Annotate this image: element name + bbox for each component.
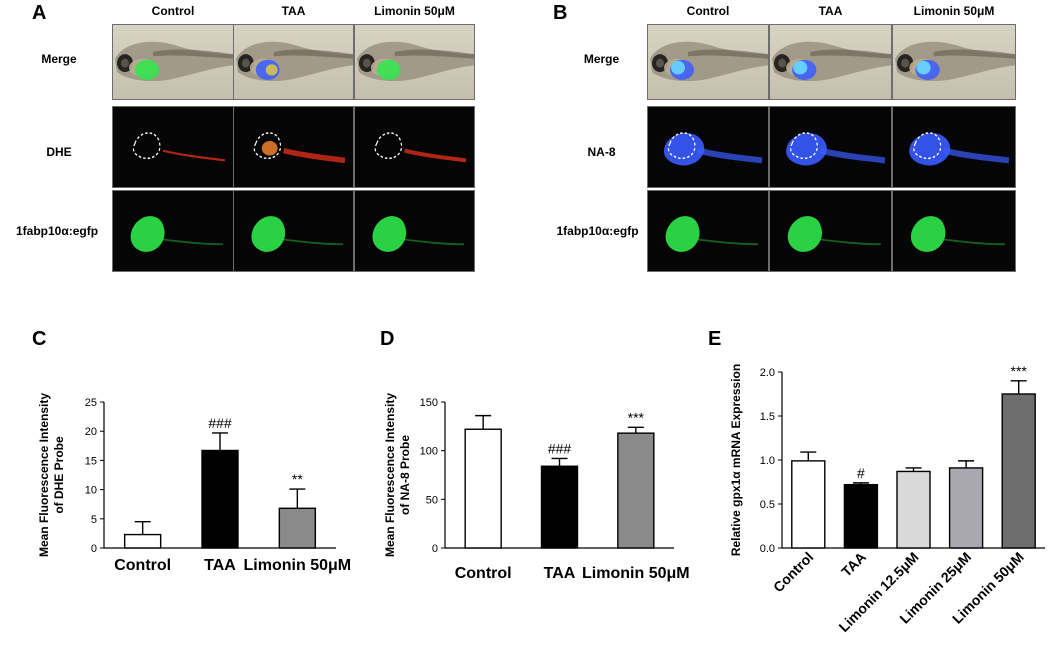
- panel-a-image-egfp-limonin: [354, 190, 475, 272]
- panel-b-row-na8: NA-8: [587, 145, 616, 159]
- panel-b-image-na8-taa: [769, 106, 892, 188]
- y-tick-label: 50: [426, 494, 438, 506]
- bar-limonin-50-m: [617, 432, 655, 549]
- significance-annotation: **: [292, 471, 303, 487]
- x-tick-label: Control: [114, 557, 171, 574]
- y-axis-label: of DHE Probe: [52, 436, 66, 514]
- y-axis-label: Mean Fluorescence Intensity: [37, 393, 51, 557]
- panel-label-a: A: [32, 2, 47, 24]
- panel-a-image-merge-limonin: [354, 24, 475, 100]
- y-tick-label: 0: [91, 543, 97, 555]
- panel-b-image-merge-taa: [769, 24, 892, 100]
- y-tick-label: 0: [432, 543, 438, 555]
- panel-b-image-na8-control: [647, 106, 769, 188]
- x-tick-label: Control: [770, 549, 817, 596]
- panel-b-column-taa: TAA: [818, 4, 843, 18]
- panel-a-image-egfp-taa: [233, 190, 354, 272]
- x-tick-label: TAA: [544, 565, 576, 582]
- panel-a-image-dhe-taa: [233, 106, 354, 188]
- y-tick-label: 2.0: [760, 367, 775, 379]
- y-tick-label: 15: [85, 455, 97, 467]
- panel-label-b: B: [553, 2, 568, 24]
- panel-b-image-na8-limonin: [892, 106, 1016, 188]
- y-axis-label: Relative gpx1α mRNA Expression: [729, 364, 743, 556]
- y-tick-label: 0.0: [760, 543, 775, 555]
- x-tick-label: TAA: [838, 549, 869, 580]
- panel-b-column-limonin: Limonin 50μM: [913, 4, 995, 18]
- panel-a-image-merge-taa: [233, 24, 354, 100]
- panel-a-row-egfp: 1fabp10α:egfp: [15, 224, 99, 238]
- y-axis-label: Mean Fluorescence Intensity: [383, 393, 397, 557]
- panel-a-image-egfp-control: [112, 190, 234, 272]
- y-tick-label: 1.0: [760, 455, 775, 467]
- panel-a-row-dhe: DHE: [46, 145, 72, 159]
- x-tick-label: Limonin 50μM: [582, 565, 690, 582]
- significance-annotation: #: [857, 465, 865, 481]
- panel-a-image-dhe-limonin: [354, 106, 475, 188]
- bar-control: [464, 428, 502, 549]
- panel-b-image-merge-limonin: [892, 24, 1016, 100]
- panel-label-d: D: [380, 328, 395, 350]
- bar-limonin-50-m: [1001, 393, 1036, 549]
- panel-b-image-egfp-limonin: [892, 190, 1016, 272]
- y-tick-label: 25: [85, 397, 97, 409]
- bar-taa: [201, 449, 239, 549]
- panel-a-image-dhe-control: [112, 106, 234, 188]
- bar-limonin-12-5-m: [896, 470, 931, 549]
- significance-annotation: ###: [548, 440, 572, 456]
- panel-a-column-control: Control: [151, 4, 195, 18]
- panel-b-column-control: Control: [686, 4, 730, 18]
- x-tick-label: Limonin 50μM: [244, 557, 352, 574]
- panel-a-column-taa: TAA: [281, 4, 306, 18]
- significance-annotation: ***: [628, 409, 645, 425]
- panel-label-e: E: [708, 328, 722, 350]
- panel-b-row-egfp: 1fabp10α:egfp: [556, 224, 639, 238]
- x-tick-label: TAA: [204, 557, 236, 574]
- panel-b-image-egfp-taa: [769, 190, 892, 272]
- y-tick-label: 100: [420, 446, 438, 458]
- y-tick-label: 0.5: [760, 499, 775, 511]
- bar-chart-c: 0 5 10 15 20 25 Mean Fluorescence Intensity of …: [37, 393, 351, 574]
- bar-chart-d: 0 50 100 150 Mean Fluorescence Intensity of N…: [383, 393, 690, 582]
- y-tick-label: 150: [420, 397, 438, 409]
- bar-taa: [540, 465, 579, 549]
- significance-annotation: ###: [208, 415, 232, 431]
- bar-limonin-50-m: [278, 507, 317, 549]
- panel-b-image-egfp-control: [647, 190, 769, 272]
- y-tick-label: 10: [85, 485, 97, 497]
- panel-b-row-merge: Merge: [583, 52, 620, 66]
- bar-control: [791, 460, 826, 549]
- y-tick-label: 20: [85, 426, 97, 438]
- y-tick-label: 5: [91, 514, 97, 526]
- y-tick-label: 1.5: [760, 411, 775, 423]
- panel-a-row-merge: Merge: [41, 52, 77, 66]
- significance-annotation: ***: [1011, 363, 1028, 379]
- bar-control: [123, 533, 162, 549]
- panel-a-column-limonin: Limonin 50μM: [374, 4, 455, 18]
- bar-limonin-25-m: [948, 467, 984, 549]
- y-axis-label: of NA-8 Probe: [398, 435, 412, 515]
- panel-b-image-merge-control: [647, 24, 769, 100]
- bar-chart-e: 0.0 0.5 1.0 1.5 2.0 Relative gpx1α mRNA Expre…: [729, 363, 1045, 635]
- bar-taa: [843, 483, 879, 549]
- x-tick-label: Control: [455, 565, 512, 582]
- panel-label-c: C: [32, 328, 47, 350]
